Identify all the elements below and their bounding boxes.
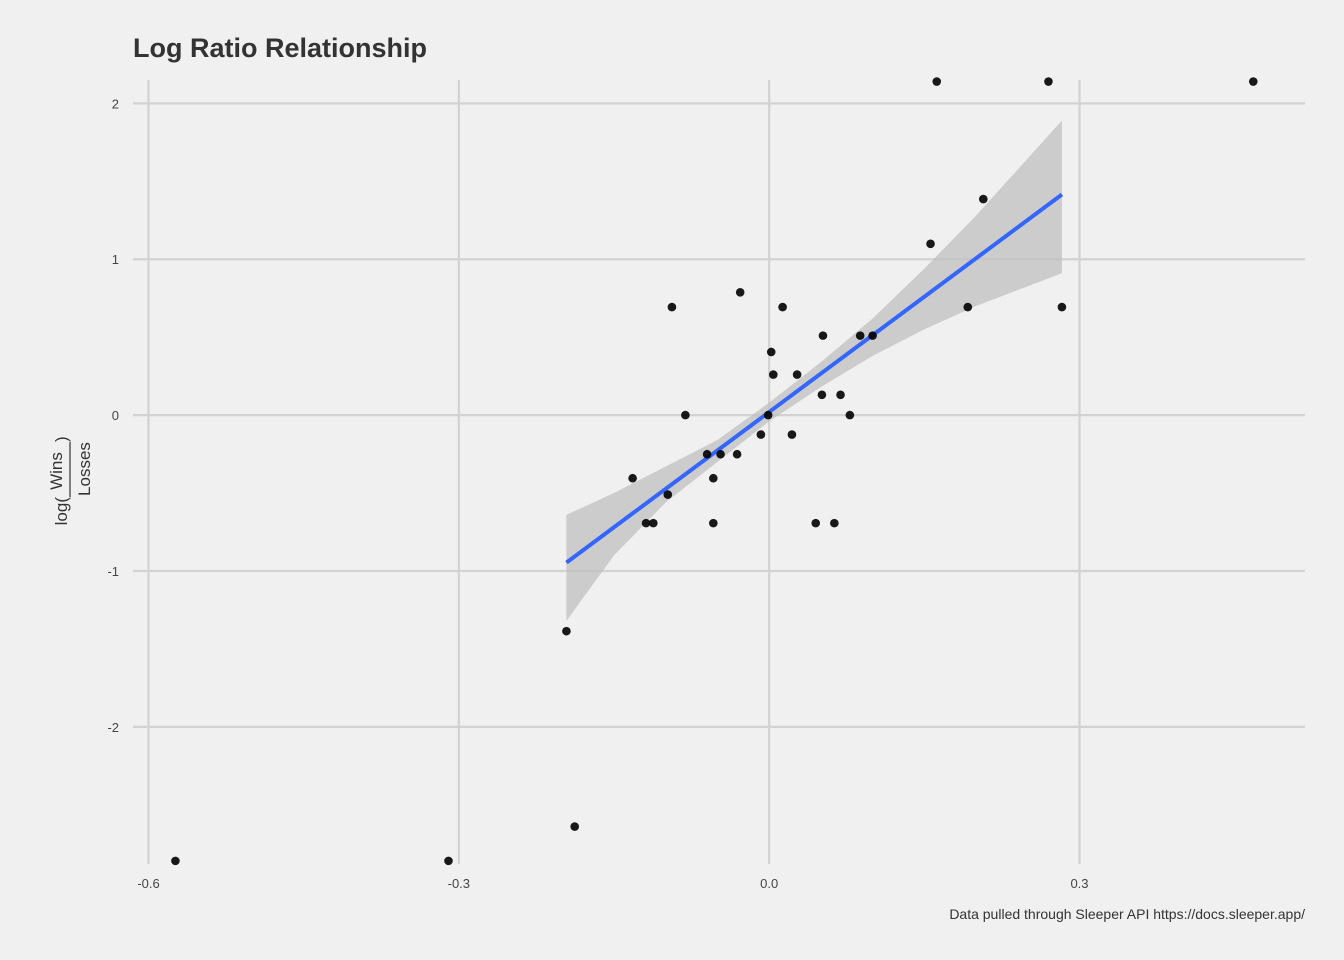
data-point <box>1057 302 1067 312</box>
y-tick-label: 0 <box>112 408 119 423</box>
data-point <box>763 410 773 420</box>
data-point <box>787 430 797 439</box>
data-point <box>562 626 571 636</box>
data-point <box>845 410 855 420</box>
data-point <box>766 347 776 357</box>
data-point <box>171 856 180 866</box>
data-point <box>716 449 725 459</box>
y-tick-label: -1 <box>107 564 119 579</box>
data-point <box>792 370 802 379</box>
data-point <box>709 473 718 483</box>
y-label-suffix: ) <box>52 436 71 442</box>
data-point <box>667 302 677 312</box>
data-point <box>811 518 821 528</box>
data-point <box>926 239 935 249</box>
data-point <box>641 518 651 528</box>
data-point <box>1044 77 1053 86</box>
x-axis-ticks: -0.6 -0.3 0.0 0.3 <box>137 876 1088 891</box>
x-tick-label: -0.3 <box>448 876 470 891</box>
data-point <box>868 331 877 340</box>
data-point <box>702 449 712 459</box>
grid-lines <box>133 80 1305 864</box>
y-tick-label: 1 <box>112 252 119 267</box>
data-point <box>836 390 845 400</box>
data-point <box>649 518 658 528</box>
data-point <box>932 77 942 86</box>
trend-line <box>565 192 1064 565</box>
y-tick-label: 2 <box>112 96 119 111</box>
data-point <box>709 518 718 528</box>
y-label-denominator: Losses <box>75 442 94 496</box>
data-point <box>570 822 579 831</box>
y-axis-label: log( Wins Losses ) <box>47 436 94 525</box>
data-point <box>963 302 973 312</box>
data-point <box>978 194 988 204</box>
data-point <box>855 331 865 340</box>
data-point <box>817 390 827 400</box>
data-point <box>830 518 839 528</box>
y-label-numerator: Wins <box>47 452 66 490</box>
data-points <box>171 77 1258 866</box>
data-point <box>628 473 637 483</box>
y-tick-label: -2 <box>107 720 119 735</box>
confidence-band <box>566 120 1062 621</box>
chart-title: Log Ratio Relationship <box>133 33 427 63</box>
data-point <box>732 449 742 459</box>
data-point <box>778 302 787 312</box>
y-axis-ticks: -2 -1 0 1 2 <box>107 96 119 734</box>
data-point <box>818 331 828 340</box>
chart-caption: Data pulled through Sleeper API https://… <box>949 906 1305 922</box>
x-tick-label: -0.6 <box>137 876 159 891</box>
data-point <box>681 410 690 420</box>
data-point <box>735 287 745 297</box>
x-tick-label: 0.3 <box>1070 876 1088 891</box>
x-tick-label: 0.0 <box>760 876 778 891</box>
data-point <box>663 490 673 499</box>
confidence-band-area <box>566 120 1062 621</box>
trend-line-group <box>565 192 1064 565</box>
y-label-prefix: log( <box>52 497 71 526</box>
data-point <box>756 430 766 439</box>
data-point <box>769 370 778 379</box>
data-point <box>444 856 453 866</box>
data-point <box>1248 77 1258 86</box>
